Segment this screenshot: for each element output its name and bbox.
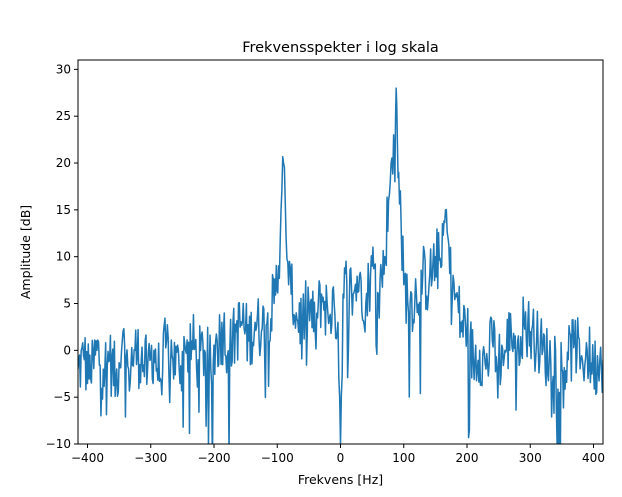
x-tick-label: −400 (71, 451, 104, 465)
y-tick-label: 20 (56, 156, 71, 170)
y-tick-label: −10 (46, 437, 71, 451)
x-tick-label: −200 (198, 451, 231, 465)
y-tick-label: 5 (63, 297, 71, 311)
x-tick-label: 300 (519, 451, 542, 465)
y-axis-label: Amplitude [dB] (18, 205, 33, 299)
y-tick-label: 25 (56, 109, 71, 123)
x-tick-label: −100 (261, 451, 294, 465)
x-axis-label: Frekvens [Hz] (298, 472, 383, 487)
y-tick-label: 15 (56, 203, 71, 217)
y-tick-label: 10 (56, 250, 71, 264)
x-tick-label: 0 (337, 451, 345, 465)
y-axis-ticks: −10 −5 0 5 10 15 20 25 30 (46, 62, 78, 451)
x-tick-label: 200 (456, 451, 479, 465)
x-tick-label: 100 (392, 451, 415, 465)
x-tick-label: −300 (134, 451, 167, 465)
y-tick-label: 30 (56, 62, 71, 76)
y-tick-label: 0 (63, 343, 71, 357)
spectrum-series-line (78, 87, 603, 444)
y-tick-label: −5 (53, 390, 71, 404)
x-axis-ticks: −400 −300 −200 −100 0 100 200 300 400 (71, 444, 605, 465)
chart-title: Frekvensspekter i log skala (242, 40, 439, 56)
x-tick-label: 400 (582, 451, 605, 465)
plot-area (78, 87, 603, 444)
